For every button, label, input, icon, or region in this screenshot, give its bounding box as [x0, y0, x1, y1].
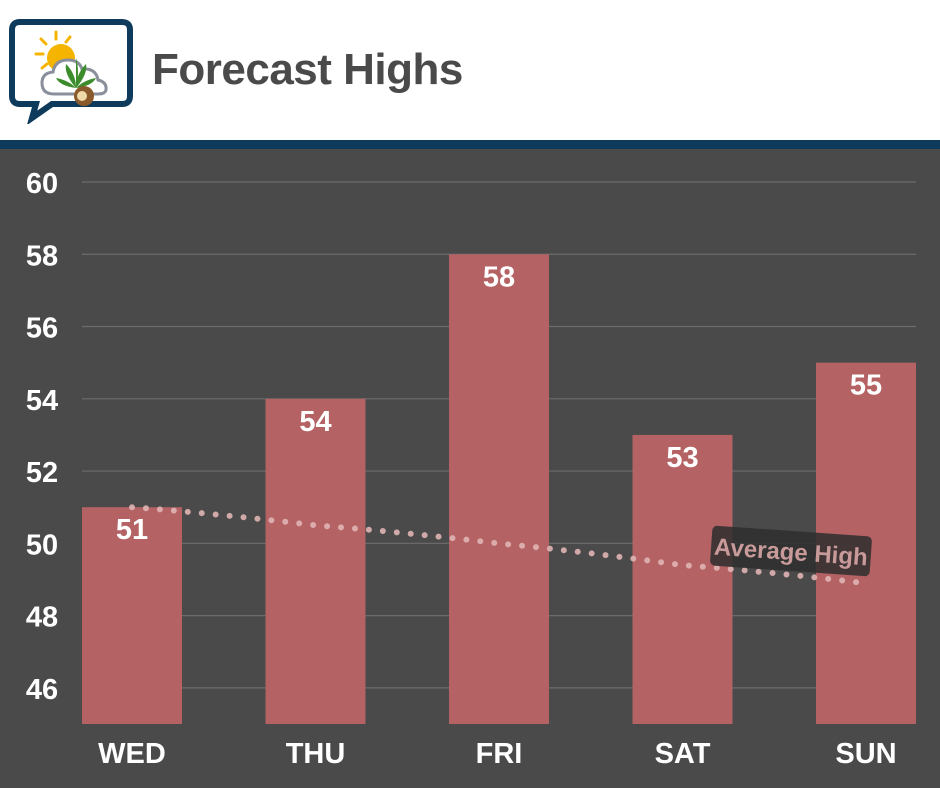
- weather-cannabis-logo-icon: [9, 19, 133, 124]
- y-tick-label: 48: [26, 602, 58, 634]
- average-high-line: [129, 504, 867, 587]
- x-tick-label: SUN: [835, 738, 896, 770]
- y-tick-label: 52: [26, 457, 58, 489]
- y-tick-label: 50: [26, 529, 58, 561]
- data-label: 54: [299, 406, 331, 438]
- header-divider: [0, 140, 940, 149]
- data-labels: 51 54 58 53 55: [116, 261, 882, 546]
- y-tick-label: 58: [26, 240, 58, 272]
- average-high-series: Average High: [129, 504, 872, 587]
- x-tick-label: THU: [286, 738, 346, 770]
- data-label: 53: [666, 442, 698, 474]
- bar-chart: 60 58 56 54 52 50 48 46 Average High 51 54 58 53 55…: [0, 149, 940, 788]
- y-tick-label: 56: [26, 313, 58, 345]
- x-axis-tick-labels: WED THU FRI SAT SUN: [98, 738, 896, 770]
- bar-fri: [449, 254, 549, 724]
- y-tick-label: 46: [26, 674, 58, 706]
- data-label: 58: [483, 261, 515, 293]
- x-tick-label: SAT: [655, 738, 711, 770]
- y-tick-label: 60: [26, 168, 58, 200]
- x-tick-label: FRI: [476, 738, 523, 770]
- bar-wed: [82, 507, 182, 724]
- y-tick-label: 54: [26, 385, 58, 417]
- bar-sat: [632, 434, 733, 724]
- bars: [82, 254, 916, 724]
- average-high-label-bg: [710, 525, 872, 577]
- x-tick-label: WED: [98, 738, 166, 770]
- bar-thu: [265, 398, 366, 724]
- data-label: 55: [850, 370, 882, 402]
- y-axis-tick-labels: 60 58 56 54 52 50 48 46: [26, 168, 58, 706]
- average-high-label: Average High: [710, 525, 872, 577]
- header: Forecast Highs: [0, 0, 940, 140]
- page-title: Forecast Highs: [152, 45, 463, 94]
- data-label: 51: [116, 514, 148, 546]
